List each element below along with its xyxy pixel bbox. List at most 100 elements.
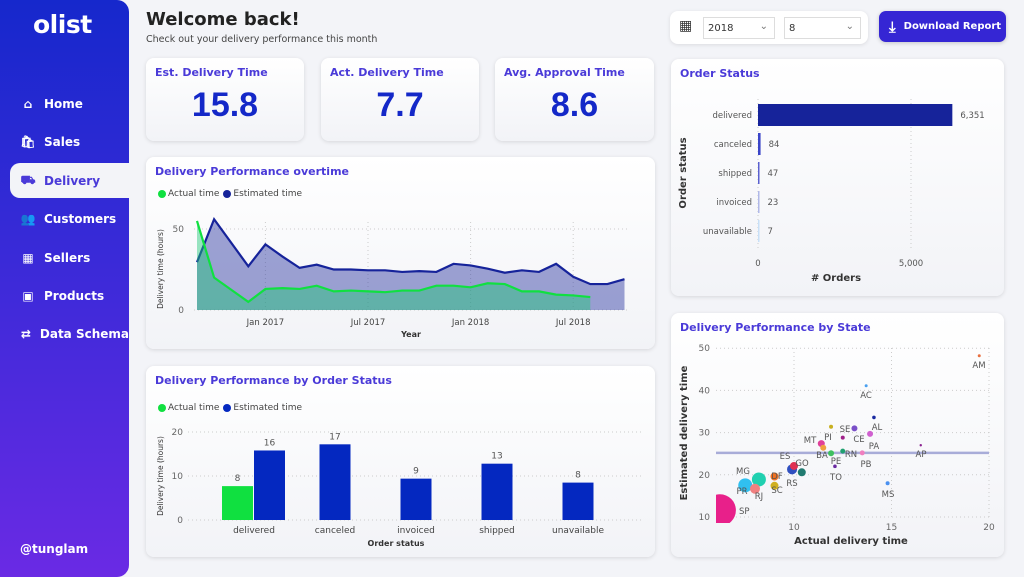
point-label: DF — [771, 472, 783, 482]
point-label: PB — [861, 460, 872, 470]
data-label: 23 — [768, 198, 779, 208]
x-axis-label: # Orders — [811, 273, 861, 284]
kpi-label: Act. Delivery Time — [330, 66, 444, 79]
kpi-card-est-delivery: Est. Delivery Time 15.8 — [146, 58, 304, 141]
x-tick-label: delivered — [233, 526, 275, 536]
point-PE — [828, 450, 835, 457]
point-AM — [977, 354, 981, 358]
data-label: 9 — [413, 467, 419, 477]
year-select[interactable]: 2018 ⌄ — [703, 17, 775, 39]
points-group — [716, 354, 981, 523]
point-CE — [851, 425, 858, 432]
sidebar-item-label: Data Schema — [39, 326, 129, 341]
point-PB — [859, 450, 865, 456]
bar-shipped — [758, 162, 760, 184]
legend-actual: Actual time — [168, 403, 220, 413]
bar-canceled — [758, 133, 761, 155]
state-scatter-chart: 10 20 30 40 50 10 15 20 Actual delivery time Esti… — [679, 344, 995, 547]
legend-actual: Actual time — [168, 189, 220, 199]
home-icon: ⌂ — [23, 96, 33, 111]
x-tick-label: Jul 2018 — [555, 318, 591, 328]
point-SP — [716, 494, 736, 523]
point-DF — [770, 472, 779, 481]
y-tick-label: invoiced — [716, 198, 752, 208]
x-tick-label: Jul 2017 — [350, 318, 386, 328]
data-label: 47 — [768, 169, 779, 179]
point-label: PI — [824, 433, 832, 443]
data-label: 84 — [769, 140, 780, 150]
sidebar-item-data-schema[interactable]: ⇄ Data Schema — [10, 316, 129, 351]
users-icon: 👥 — [20, 211, 36, 226]
x-tick-label: invoiced — [397, 526, 435, 536]
point-label: RS — [786, 479, 797, 489]
point-AP — [919, 444, 922, 447]
point-RS — [797, 468, 806, 477]
x-axis-label: Actual delivery time — [794, 536, 908, 547]
sidebar-item-sellers[interactable]: ▦ Sellers — [10, 240, 129, 275]
point-TO — [833, 464, 837, 469]
point-SC — [770, 481, 779, 490]
legend-dot-estimated — [223, 190, 232, 198]
y-tick-label: 0 — [178, 306, 184, 316]
point-label: PR — [736, 487, 747, 497]
point-AL — [872, 415, 876, 420]
status-bar-chart: 0 10 20 Delivery time (hours) Order status de… — [156, 428, 644, 548]
status-performance-card: Delivery Performance by Order Status Act… — [146, 366, 655, 557]
sidebar-item-customers[interactable]: 👥 Customers — [10, 201, 129, 236]
shopping-bag-icon: 🛍 — [20, 134, 36, 149]
bar-invoiced-estimated — [400, 478, 432, 520]
point-AC — [864, 384, 868, 388]
chart-title: Delivery Performance by Order Status — [155, 374, 392, 387]
download-report-button[interactable]: ⤓ Download Report — [879, 11, 1006, 42]
point-label: MT — [804, 436, 817, 446]
sidebar: olist ⌂ Home 🛍 Sales ⛟ Delivery 👥 Customers ▦ Sel… — [0, 0, 129, 577]
chart-title: Delivery Performance overtime — [155, 165, 349, 178]
data-label: 8 — [235, 474, 241, 484]
order-status-chart: 0 5,000 # Orders Order status delivered 6,351… — [678, 99, 985, 284]
x-tick-label: Jan 2018 — [451, 318, 489, 328]
chart-title: Order Status — [680, 67, 760, 80]
sidebar-item-products[interactable]: ▣ Products — [10, 278, 129, 313]
point-label: AC — [860, 391, 872, 401]
data-label: 13 — [491, 452, 502, 462]
point-label: PA — [869, 442, 880, 452]
point-label: MS — [882, 490, 895, 500]
kpi-card-act-delivery: Act. Delivery Time 7.7 — [321, 58, 479, 141]
page-subtitle: Check out your delivery performance this… — [146, 34, 378, 45]
month-select[interactable]: 8 ⌄ — [784, 17, 861, 39]
olist-logo: olist — [33, 10, 92, 39]
bar-delivered-actual — [222, 486, 253, 520]
bar-invoiced — [758, 191, 760, 213]
sidebar-item-sales[interactable]: 🛍 Sales — [10, 124, 129, 159]
page-title: Welcome back! — [146, 9, 300, 30]
x-tick-label: 10 — [788, 523, 800, 533]
legend-estimated: Estimated time — [233, 403, 303, 413]
data-label: 6,351 — [960, 111, 984, 121]
x-tick-label: 15 — [886, 523, 897, 533]
x-tick-label: canceled — [315, 526, 355, 536]
gift-box-icon: ▣ — [22, 288, 34, 303]
sidebar-item-label: Home — [44, 96, 83, 111]
legend-dot-actual — [158, 190, 166, 198]
legend-estimated: Estimated time — [233, 189, 303, 199]
chevron-down-icon: ⌄ — [845, 21, 854, 32]
sidebar-item-delivery[interactable]: ⛟ Delivery — [10, 163, 129, 198]
point-label: AM — [972, 361, 985, 371]
data-label: 17 — [329, 432, 340, 442]
point-PA — [867, 430, 874, 437]
bar-unavailable-estimated — [562, 482, 594, 520]
point-label: SC — [771, 486, 782, 496]
kpi-label: Est. Delivery Time — [155, 66, 268, 79]
point-RJ — [750, 483, 760, 494]
point-RN — [840, 448, 846, 454]
bar-canceled-estimated — [319, 444, 351, 520]
point-MS — [885, 481, 890, 486]
sidebar-item-home[interactable]: ⌂ Home — [10, 86, 129, 121]
point-label: MG — [736, 467, 750, 477]
overtime-chart: 0 50 Jan 2017 Jul 2017 Jan 2018 Jul 2018 Year D… — [156, 217, 628, 339]
x-tick-label: shipped — [479, 526, 515, 536]
delivery-overtime-card: Delivery Performance overtime Actual tim… — [146, 157, 655, 349]
month-value: 8 — [789, 23, 796, 34]
point-GO — [790, 461, 798, 470]
kpi-card-approval-time: Avg. Approval Time 8.6 — [495, 58, 654, 141]
